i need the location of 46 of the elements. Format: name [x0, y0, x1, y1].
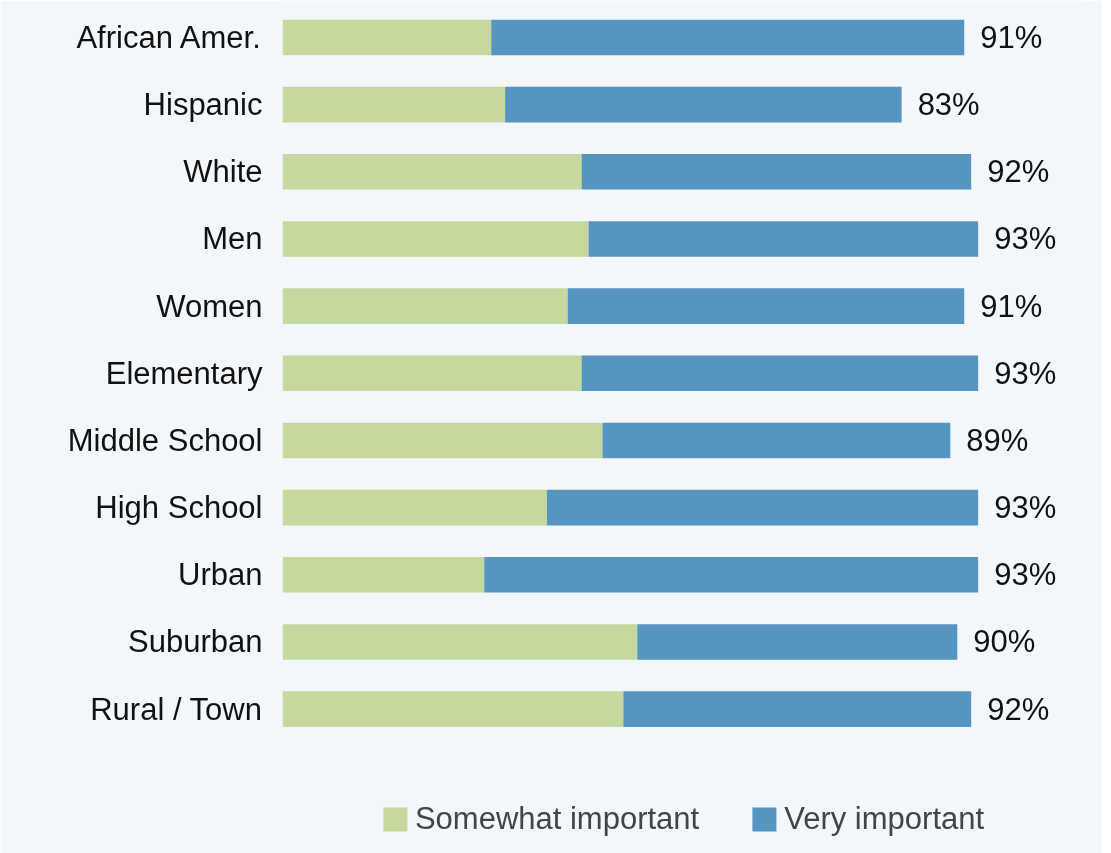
- bar: [637, 624, 958, 660]
- annotation: 90%: [973, 624, 1036, 660]
- bar: [581, 153, 972, 190]
- annotation: 83%: [917, 87, 980, 123]
- annotation: 91%: [980, 19, 1043, 55]
- legend-label: Somewhat important: [414, 801, 700, 837]
- y-tick-label: African Amer.: [76, 19, 261, 55]
- bar: [484, 557, 979, 593]
- y-tick-label: White: [183, 154, 263, 190]
- bar: [282, 288, 568, 324]
- bar: [623, 691, 972, 727]
- bar: [282, 489, 547, 526]
- bar: [282, 221, 589, 257]
- bar: [282, 691, 624, 727]
- annotation: 89%: [966, 422, 1029, 458]
- y-tick-label: Hispanic: [143, 87, 263, 123]
- bar: [282, 624, 638, 660]
- y-tick-label: Women: [156, 288, 263, 324]
- y-tick-label: Middle School: [67, 422, 263, 458]
- bar: [491, 19, 965, 56]
- annotation: 93%: [994, 355, 1057, 391]
- y-tick-label: Rural / Town: [90, 691, 262, 727]
- bar: [282, 19, 492, 56]
- bar: [567, 288, 965, 324]
- bar: [588, 221, 979, 257]
- bar: [282, 86, 506, 123]
- bar: [282, 355, 582, 392]
- annotation: 93%: [994, 490, 1057, 526]
- bar: [282, 422, 603, 459]
- y-tick-label: Suburban: [128, 624, 263, 660]
- bar: [602, 422, 951, 459]
- bar: [546, 489, 979, 526]
- bar: [505, 86, 902, 123]
- legend-label: Very important: [784, 801, 985, 837]
- annotation: 92%: [987, 691, 1050, 727]
- y-tick-label: Men: [202, 221, 263, 257]
- annotation: 91%: [980, 288, 1043, 324]
- bar: [581, 355, 979, 392]
- y-tick-label: Elementary: [105, 355, 263, 391]
- y-tick-label: High School: [95, 490, 263, 526]
- annotation: 93%: [994, 221, 1057, 257]
- annotation: 93%: [994, 557, 1057, 593]
- annotation: 92%: [987, 154, 1050, 190]
- bar: [282, 557, 485, 593]
- bar: [282, 153, 582, 190]
- y-tick-label: Urban: [178, 557, 263, 593]
